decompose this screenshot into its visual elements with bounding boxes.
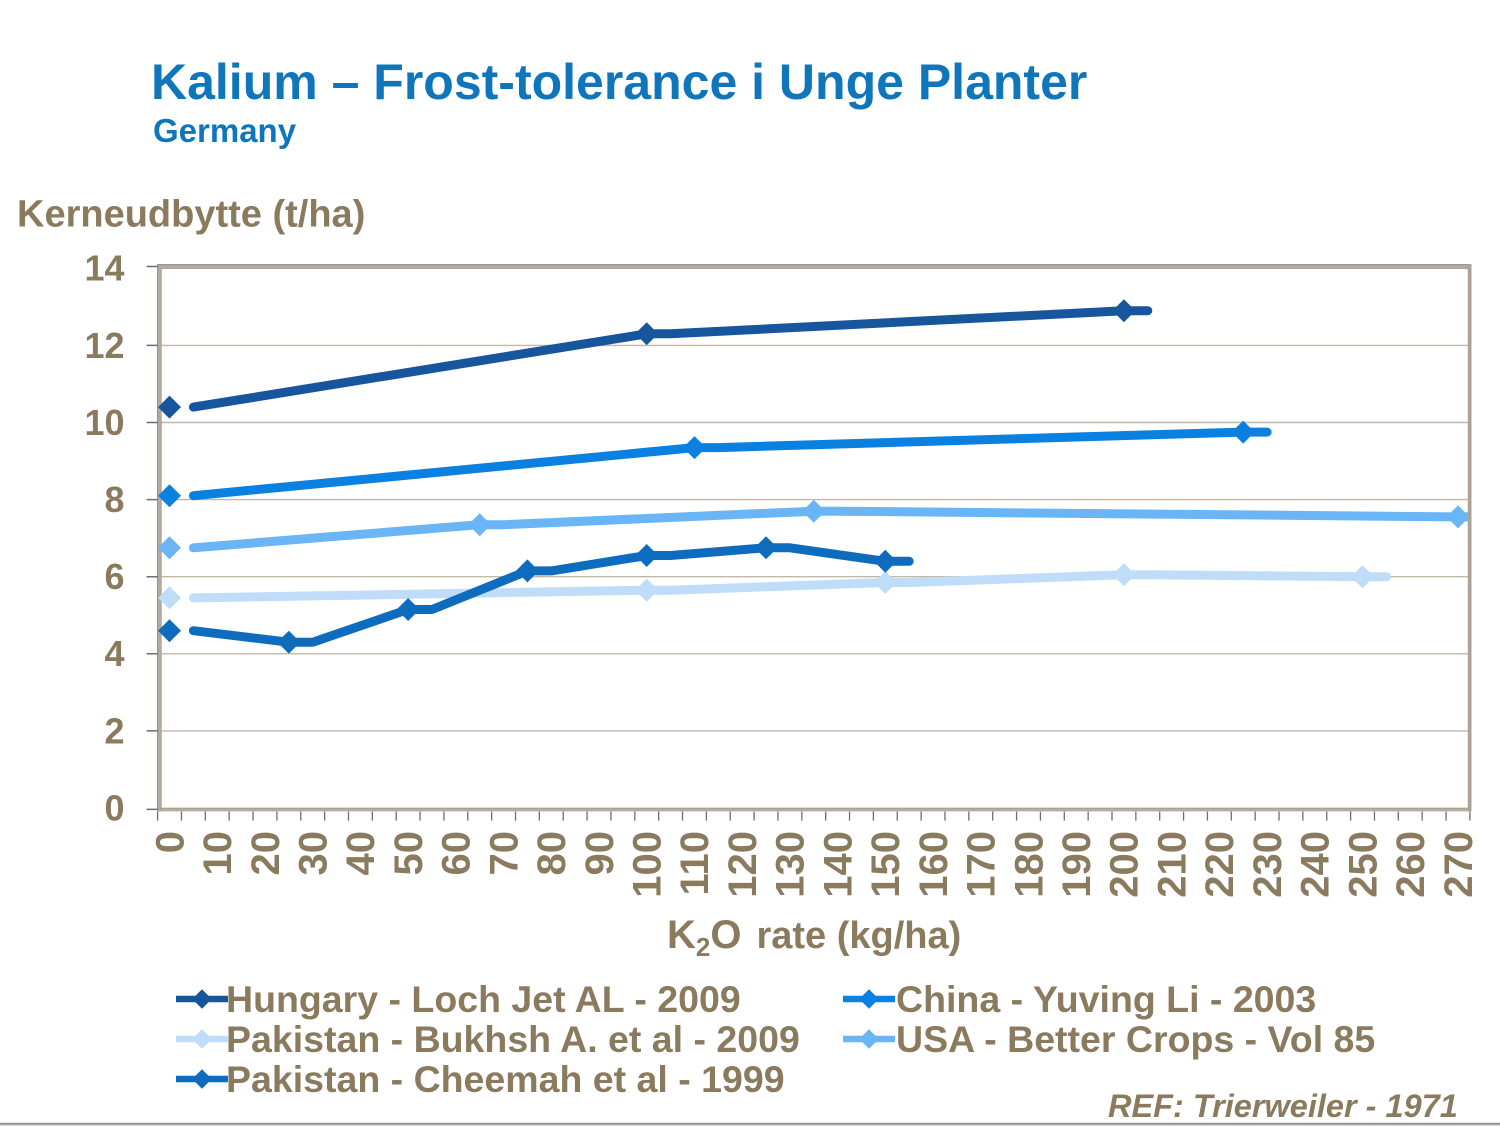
svg-text:0: 0 (104, 787, 124, 828)
svg-text:180: 180 (1007, 831, 1051, 898)
svg-text:170: 170 (960, 831, 1004, 898)
svg-text:10: 10 (84, 402, 124, 443)
svg-text:USA - Better Crops - Vol 85: USA - Better Crops - Vol 85 (896, 1018, 1375, 1060)
svg-text:80: 80 (530, 831, 574, 876)
svg-text:200: 200 (1103, 831, 1147, 898)
svg-text:120: 120 (721, 831, 765, 898)
svg-text:60: 60 (435, 831, 479, 876)
svg-text:250: 250 (1341, 831, 1385, 898)
svg-text:210: 210 (1150, 831, 1194, 898)
svg-text:160: 160 (912, 831, 956, 898)
svg-text:10: 10 (196, 831, 240, 876)
svg-text:260: 260 (1389, 831, 1433, 898)
svg-text:Pakistan - Cheemah et al - 199: Pakistan - Cheemah et al - 1999 (226, 1058, 785, 1100)
svg-text:70: 70 (482, 831, 526, 876)
svg-text:190: 190 (1055, 831, 1099, 898)
svg-text:110: 110 (673, 831, 717, 896)
svg-text:8: 8 (104, 479, 124, 520)
svg-text:100: 100 (626, 831, 670, 898)
svg-text:Pakistan - Bukhsh A. et al - 2: Pakistan - Bukhsh A. et al - 2009 (226, 1018, 800, 1060)
svg-text:Hungary - Loch Jet AL - 2009: Hungary - Loch Jet AL - 2009 (226, 978, 741, 1020)
svg-text:0: 0 (148, 831, 192, 853)
svg-text:90: 90 (578, 831, 622, 876)
svg-text:240: 240 (1294, 831, 1338, 898)
svg-text:20: 20 (244, 831, 288, 876)
svg-text:30: 30 (292, 831, 336, 876)
svg-text:Kalium – Frost-tolerance i Ung: Kalium – Frost-tolerance i Unge Planter (151, 54, 1087, 110)
svg-text:14: 14 (84, 248, 124, 289)
svg-text:REF: Trierweiler - 1971: REF: Trierweiler - 1971 (1108, 1088, 1458, 1124)
svg-text:6: 6 (104, 556, 124, 597)
svg-text:40: 40 (339, 831, 383, 876)
svg-text:130: 130 (769, 831, 813, 898)
svg-text:4: 4 (104, 633, 124, 674)
svg-text:270: 270 (1437, 831, 1481, 898)
svg-text:2: 2 (104, 710, 124, 751)
svg-text:12: 12 (84, 325, 124, 366)
svg-text:140: 140 (816, 831, 860, 898)
svg-text:China - Yuving Li - 2003: China - Yuving Li - 2003 (896, 978, 1316, 1020)
svg-text:220: 220 (1198, 831, 1242, 898)
svg-text:Germany: Germany (153, 112, 297, 149)
svg-text:150: 150 (864, 831, 908, 898)
svg-text:50: 50 (387, 831, 431, 876)
svg-text:Kerneudbytte (t/ha): Kerneudbytte (t/ha) (17, 194, 365, 236)
svg-text:230: 230 (1246, 831, 1290, 898)
